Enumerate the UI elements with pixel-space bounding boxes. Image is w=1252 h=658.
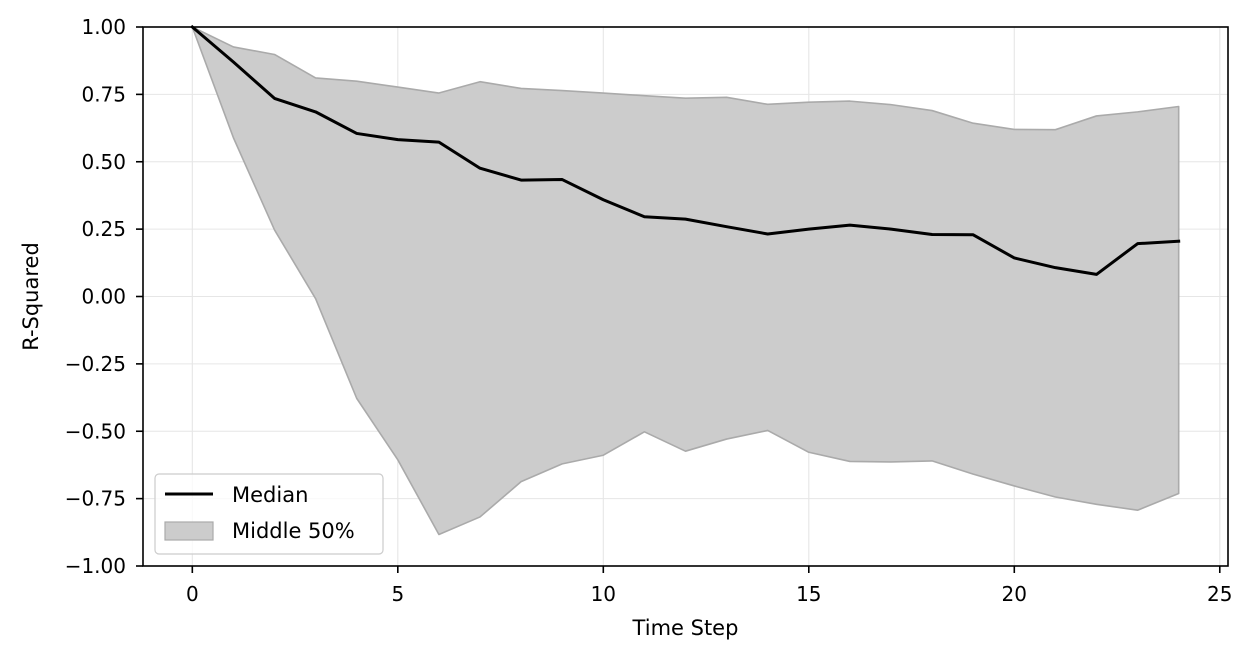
legend: Median Middle 50%: [154, 473, 384, 555]
x-tick-label: 15: [796, 582, 821, 606]
y-tick-label: −0.50: [65, 419, 126, 443]
x-tick-label: 20: [1002, 582, 1027, 606]
middle-50-band: [191, 26, 1180, 536]
y-tick-label: −1.00: [65, 554, 126, 578]
x-axis-ticks: 0 5 10 15 20 25: [186, 566, 1233, 606]
y-tick-label: 0.75: [81, 82, 126, 106]
y-axis-ticks: −1.00 −0.75 −0.50 −0.25 0.00 0.25 0.50 0.75 1.00: [65, 15, 143, 578]
legend-band-label: Middle 50%: [232, 519, 355, 543]
median-line-layer: [190, 24, 1181, 276]
x-tick-label: 0: [186, 582, 199, 606]
x-tick-label: 10: [591, 582, 616, 606]
middle-50-band-layer: [191, 26, 1180, 536]
y-tick-label: 0.00: [81, 285, 126, 309]
y-tick-label: −0.25: [65, 352, 126, 376]
x-axis-label: Time Step: [632, 616, 739, 640]
median-line: [190, 24, 1181, 276]
legend-median-label: Median: [232, 483, 308, 507]
y-axis-label: R-Squared: [19, 242, 43, 351]
y-tick-label: 0.25: [81, 217, 126, 241]
legend-band-swatch: [164, 521, 214, 541]
x-tick-label: 25: [1207, 582, 1232, 606]
y-tick-label: −0.75: [65, 487, 126, 511]
y-tick-label: 0.50: [81, 150, 126, 174]
y-tick-label: 1.00: [81, 15, 126, 39]
x-tick-label: 5: [391, 582, 404, 606]
